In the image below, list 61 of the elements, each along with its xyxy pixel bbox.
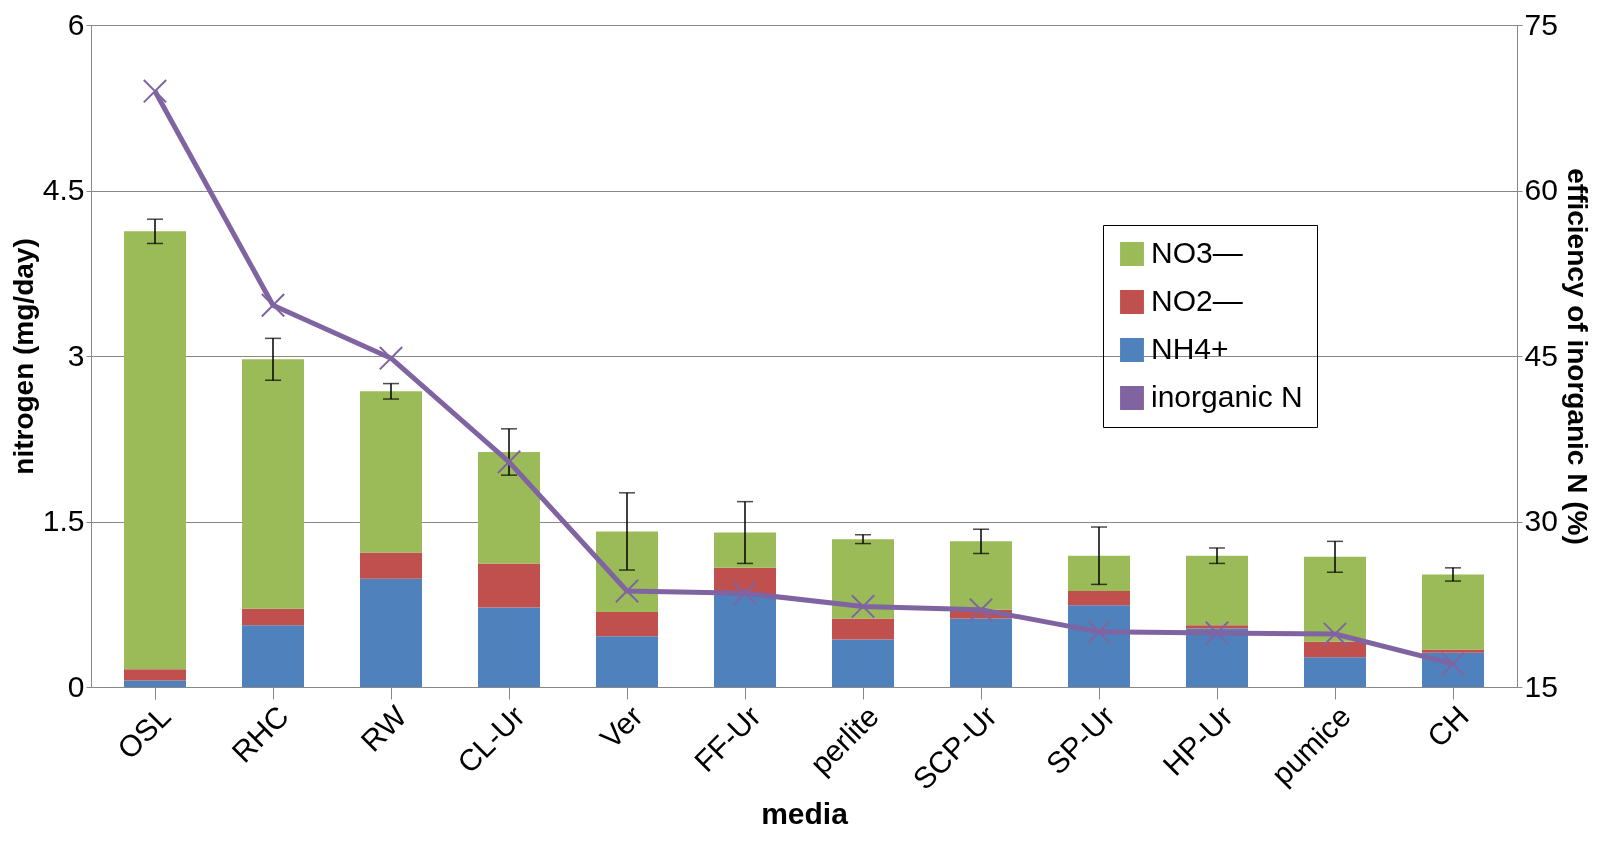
bar	[596, 636, 658, 687]
point	[1322, 621, 1348, 647]
bar	[1068, 605, 1130, 687]
bar	[1422, 574, 1484, 650]
y2-tick-label: 30	[1524, 504, 1558, 537]
bar	[360, 552, 422, 579]
point	[1204, 620, 1230, 646]
bar	[1304, 641, 1366, 658]
y-tick-label: 3	[67, 338, 85, 372]
bar	[1304, 556, 1366, 642]
point	[614, 578, 640, 604]
point	[260, 293, 286, 318]
bar	[478, 451, 540, 564]
bar	[832, 639, 894, 687]
legend-label: inorganic N	[1151, 380, 1303, 413]
bar	[1068, 555, 1130, 592]
y2-tick-label: 75	[1524, 7, 1558, 41]
bar	[242, 608, 304, 626]
bar	[124, 680, 186, 687]
legend-label: NH4+	[1151, 332, 1229, 365]
bar	[242, 625, 304, 687]
point	[496, 449, 522, 475]
y2-axis-title: efficiency of inorganic N (%)	[1561, 168, 1593, 545]
x-tick-label: CH	[1420, 699, 1475, 754]
bar	[124, 669, 186, 681]
legend-label: NO3—	[1151, 236, 1243, 269]
point	[142, 79, 168, 104]
bar	[1422, 649, 1484, 653]
y2-tick-label: 60	[1524, 173, 1558, 206]
bar	[714, 594, 776, 687]
x-tick-label: Ver	[593, 699, 649, 755]
bar	[1068, 591, 1130, 606]
bar	[360, 578, 422, 687]
bar	[596, 611, 658, 637]
x-axis-title: media	[761, 796, 849, 830]
y-tick-label: 6	[67, 7, 85, 41]
y-tick-label: 4.5	[42, 173, 85, 206]
bar	[714, 532, 776, 568]
y2-tick-label: 45	[1524, 338, 1558, 372]
point	[850, 594, 876, 619]
y-tick-label: 0	[67, 669, 85, 703]
legend-label: NO2—	[1151, 284, 1243, 317]
bar	[1304, 657, 1366, 687]
bar	[950, 618, 1012, 687]
point	[968, 597, 994, 622]
bar	[360, 391, 422, 553]
y-axis-title: nitrogen (mg/day)	[7, 238, 39, 475]
bar	[832, 539, 894, 619]
y2-tick-label: 15	[1524, 669, 1558, 703]
bar	[478, 563, 540, 608]
x-tick-label: OSL	[110, 699, 177, 766]
bar	[1186, 555, 1248, 626]
point	[378, 346, 404, 371]
bar	[242, 359, 304, 609]
point	[1086, 619, 1112, 645]
y-tick-label: 1.5	[42, 504, 85, 537]
x-tick-label: RW	[354, 698, 414, 758]
bar	[124, 231, 186, 670]
bar	[478, 607, 540, 687]
bar	[950, 541, 1012, 610]
bar	[832, 618, 894, 640]
